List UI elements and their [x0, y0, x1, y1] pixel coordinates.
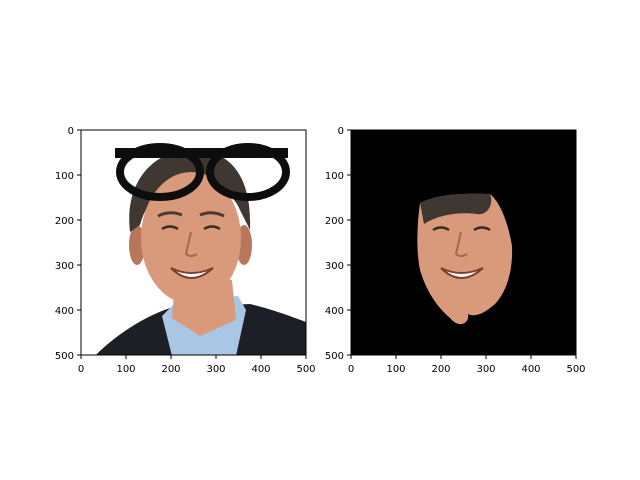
- right-eye: [203, 225, 221, 231]
- left-axis-ticks: 0 100 200 300 400 500 0 100 200 300 400 500: [55, 126, 316, 375]
- y-tick-label: 500: [55, 351, 74, 362]
- right-axis-ticks: 0 100 200 300 400 500 0 100 200 300 400 500: [325, 126, 586, 375]
- x-tick-label: 400: [521, 364, 540, 375]
- y-tick-label: 400: [325, 306, 344, 317]
- right-eyebrow: [199, 211, 225, 218]
- y-tick-label: 300: [55, 261, 74, 272]
- masked-mouth: [440, 267, 484, 279]
- x-tick-label: 300: [476, 364, 495, 375]
- x-tick-label: 400: [251, 364, 270, 375]
- y-tick-label: 500: [325, 351, 344, 362]
- glasses-right-lens: [206, 143, 290, 201]
- glasses-left-lens: [116, 143, 204, 201]
- y-tick-label: 200: [55, 216, 74, 227]
- y-tick-label: 400: [55, 306, 74, 317]
- left-photo: [95, 143, 306, 355]
- y-tick-label: 200: [325, 216, 344, 227]
- x-tick-label: 0: [348, 364, 354, 375]
- x-tick-label: 0: [78, 364, 84, 375]
- right-face-mask: [417, 193, 513, 325]
- nose: [184, 231, 198, 257]
- y-tick-label: 100: [325, 171, 344, 182]
- left-eye: [161, 225, 179, 231]
- x-tick-label: 100: [116, 364, 135, 375]
- masked-left-eye: [432, 226, 450, 232]
- y-tick-label: 0: [68, 126, 74, 137]
- x-tick-label: 500: [296, 364, 315, 375]
- right-axes-frame: [350, 129, 577, 356]
- left-axes-frame: [80, 129, 307, 356]
- eyeglasses-overlay: [115, 143, 290, 201]
- y-tick-label: 100: [55, 171, 74, 182]
- mouth: [170, 267, 214, 279]
- masked-right-eye: [473, 226, 491, 232]
- y-tick-label: 0: [338, 126, 344, 137]
- y-tick-label: 300: [325, 261, 344, 272]
- x-tick-label: 200: [431, 364, 450, 375]
- x-tick-label: 300: [206, 364, 225, 375]
- left-eyebrow: [157, 211, 183, 218]
- left-image-panel: 0 100 200 300 400 500 0 100 200 300 400 500: [55, 126, 316, 375]
- x-tick-label: 200: [161, 364, 180, 375]
- x-tick-label: 100: [386, 364, 405, 375]
- left-ear: [129, 225, 145, 265]
- masked-nose: [454, 231, 468, 257]
- x-tick-label: 500: [566, 364, 585, 375]
- hair-shape: [129, 150, 251, 232]
- right-image-panel: 0 100 200 300 400 500 0 100 200 300 400 500: [325, 126, 586, 375]
- masked-hair: [420, 193, 492, 224]
- face-shape: [141, 172, 241, 304]
